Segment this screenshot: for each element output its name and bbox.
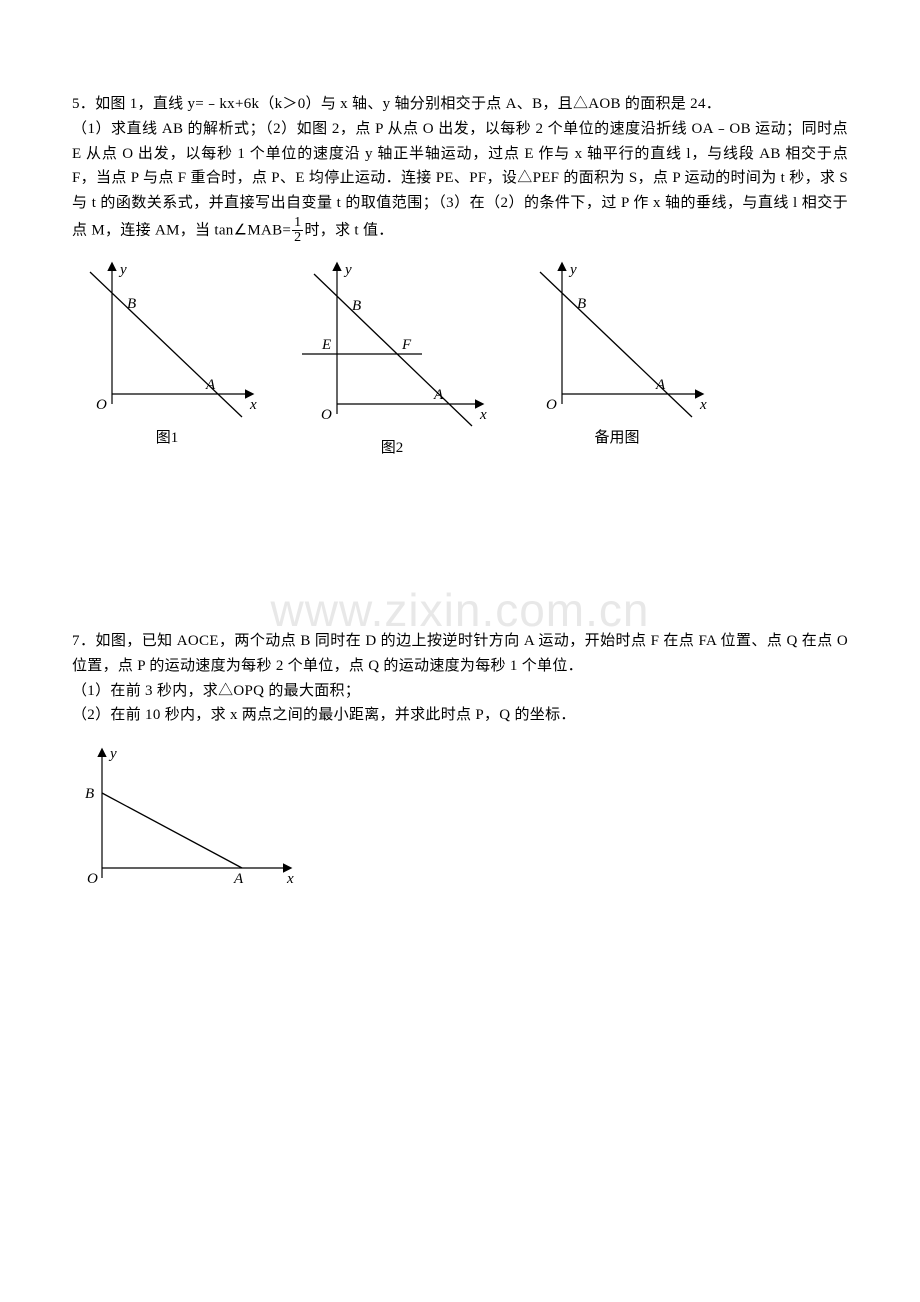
fraction-den: 2 [292, 231, 303, 246]
figure-1-label: 图1 [156, 426, 179, 447]
f-label: F [401, 337, 412, 353]
figure-1: y x O A B 图1 [72, 254, 262, 457]
e-label: E [321, 337, 331, 353]
y-label: y [118, 262, 127, 278]
b-label: B [85, 786, 94, 802]
figure-3: y x O A B 备用图 [522, 254, 712, 457]
figure-1-svg: y x O A B [72, 254, 262, 424]
y-label: y [568, 262, 577, 278]
a-label: A [655, 377, 666, 393]
problem-5-number: 5． [72, 96, 95, 112]
figure-2-label: 图2 [381, 436, 404, 457]
figure-3-svg: y x O A B [522, 254, 712, 424]
problem-5-line1: 如图 1，直线 y=﹣kx+6k（k＞0）与 x 轴、y 轴分别相交于点 A、B… [95, 96, 721, 112]
o-label: O [96, 397, 107, 413]
fraction-num: 1 [292, 216, 303, 232]
x-label: x [479, 407, 487, 423]
line-ab [314, 274, 472, 426]
spacer [72, 457, 848, 577]
problem-5-body-a: （1）求直线 AB 的解析式；（2）如图 2，点 P 从点 O 出发，以每秒 2… [72, 121, 848, 239]
b-label: B [577, 296, 586, 312]
problem-7-number: 7． [72, 633, 95, 649]
problem-7-line2: （1）在前 3 秒内，求△OPQ 的最大面积； [72, 683, 360, 699]
page: 5．如图 1，直线 y=﹣kx+6k（k＞0）与 x 轴、y 轴分别相交于点 A… [0, 0, 920, 968]
y-label: y [108, 746, 117, 762]
o-label: O [321, 407, 332, 423]
x-label: x [286, 871, 294, 887]
a-label: A [233, 871, 244, 887]
problem-5: 5．如图 1，直线 y=﹣kx+6k（k＞0）与 x 轴、y 轴分别相交于点 A… [72, 92, 848, 246]
problem-7-figure: y x O A B [72, 738, 848, 888]
line-ab [102, 793, 242, 868]
line-ab [540, 272, 692, 417]
x-label: x [249, 397, 257, 413]
line-ab [90, 272, 242, 417]
problem-7-line1: 如图，已知 AOCE，两个动点 B 同时在 D 的边上按逆时针方向 A 运动，开… [72, 633, 848, 674]
problem-7-svg: y x O A B [72, 738, 302, 888]
figure-3-label: 备用图 [594, 426, 639, 447]
problem-5-body-b: 时，求 t 值． [304, 222, 393, 238]
figure-2-svg: y x O A B E F [292, 254, 492, 434]
problem-7: 7．如图，已知 AOCE，两个动点 B 同时在 D 的边上按逆时针方向 A 运动… [72, 629, 848, 728]
b-label: B [352, 298, 361, 314]
problem-7-line3: （2）在前 10 秒内，求 x 两点之间的最小距离，并求此时点 P，Q 的坐标． [72, 707, 576, 723]
o-label: O [546, 397, 557, 413]
y-label: y [343, 262, 352, 278]
o-label: O [87, 871, 98, 887]
b-label: B [127, 296, 136, 312]
x-label: x [699, 397, 707, 413]
problem-5-figures: y x O A B 图1 [72, 254, 848, 457]
spacer [72, 577, 848, 629]
a-label: A [433, 387, 444, 403]
a-label: A [205, 377, 216, 393]
figure-2: y x O A B E F 图2 [292, 254, 492, 457]
fraction-1-2: 12 [292, 216, 303, 246]
